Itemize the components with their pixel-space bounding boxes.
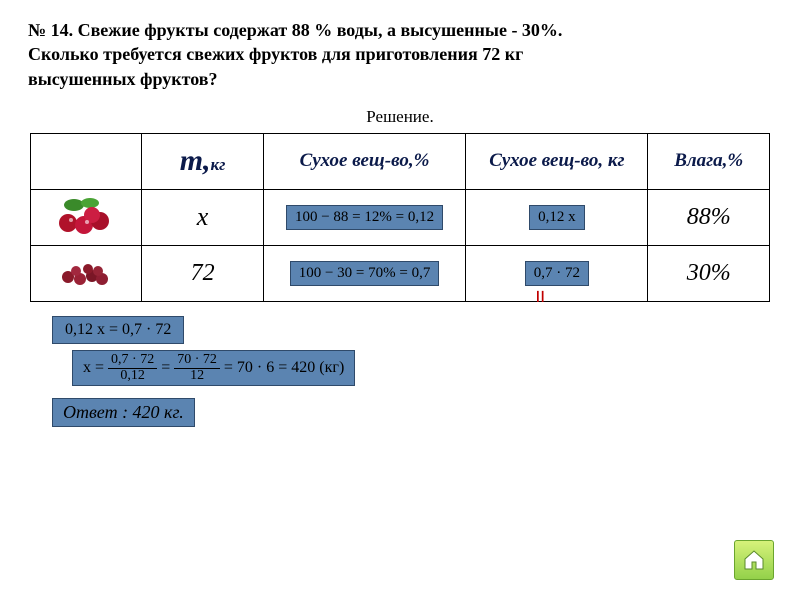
- equations-block: 0,12 x = 0,7 · 72 x = 0,7 · 72 0,12 = 70…: [28, 316, 772, 427]
- eq2-mid1: =: [161, 359, 170, 377]
- problem-line3: высушенных фруктов?: [28, 69, 217, 89]
- header-mass: m,кг: [142, 133, 263, 189]
- fruit-dried-icon: [31, 245, 142, 301]
- table-header-row: m,кг Сухое вещ-во,% Сухое вещ-во, кг Вла…: [31, 133, 770, 189]
- cell-mass-x: x: [142, 189, 263, 245]
- answer-box: Ответ : 420 кг.: [52, 398, 195, 427]
- table-row: x 100 − 88 = 12% = 0,12 0,12 x 88%: [31, 189, 770, 245]
- fruit-fresh-icon: [31, 189, 142, 245]
- eq2-frac1-den: 0,12: [108, 369, 157, 384]
- header-dry-kg: Сухое вещ-во, кг: [466, 133, 648, 189]
- cell-moisture-fresh: 88%: [648, 189, 770, 245]
- eq2-prefix: x =: [83, 359, 104, 377]
- table-row: 72 100 − 30 = 70% = 0,7 0,7 · 72 30%: [31, 245, 770, 301]
- problem-line2: Сколько требуется свежих фруктов для при…: [28, 44, 523, 64]
- header-mass-unit: кг: [211, 155, 226, 174]
- cell-dry-kg-fresh: 0,12 x: [466, 189, 648, 245]
- cell-mass-72: 72: [142, 245, 263, 301]
- equation-1: 0,12 x = 0,7 · 72: [52, 316, 184, 344]
- calc-box: 100 − 30 = 70% = 0,7: [290, 261, 440, 286]
- eq2-frac1: 0,7 · 72 0,12: [108, 353, 157, 383]
- header-empty: [31, 133, 142, 189]
- solution-table: m,кг Сухое вещ-во,% Сухое вещ-во, кг Вла…: [30, 133, 770, 302]
- cell-dry-pct-dried: 100 − 30 = 70% = 0,7: [263, 245, 465, 301]
- calc-box: 0,7 · 72: [525, 261, 589, 286]
- cell-dry-pct-fresh: 100 − 88 = 12% = 0,12: [263, 189, 465, 245]
- equation-2: x = 0,7 · 72 0,12 = 70 · 72 12 = 70 · 6 …: [72, 350, 355, 386]
- eq2-frac2-den: 12: [174, 369, 220, 384]
- home-button[interactable]: [734, 540, 774, 580]
- cell-moisture-dried: 30%: [648, 245, 770, 301]
- header-dry-pct: Сухое вещ-во,%: [263, 133, 465, 189]
- calc-box: 100 − 88 = 12% = 0,12: [286, 205, 443, 230]
- eq2-frac1-num: 0,7 · 72: [108, 353, 157, 369]
- problem-line1: № 14. Свежие фрукты содержат 88 % воды, …: [28, 20, 562, 40]
- eq2-frac2-num: 70 · 72: [174, 353, 220, 369]
- cell-dry-kg-dried: 0,7 · 72: [466, 245, 648, 301]
- home-icon: [742, 548, 766, 572]
- calc-box: 0,12 x: [529, 205, 585, 230]
- solution-label: Решение.: [28, 107, 772, 127]
- eq2-frac2: 70 · 72 12: [174, 353, 220, 383]
- problem-statement: № 14. Свежие фрукты содержат 88 % воды, …: [28, 18, 772, 91]
- header-moisture: Влага,%: [648, 133, 770, 189]
- eq2-tail: = 70 · 6 = 420 (кг): [224, 359, 344, 377]
- header-mass-m: m,: [180, 144, 211, 177]
